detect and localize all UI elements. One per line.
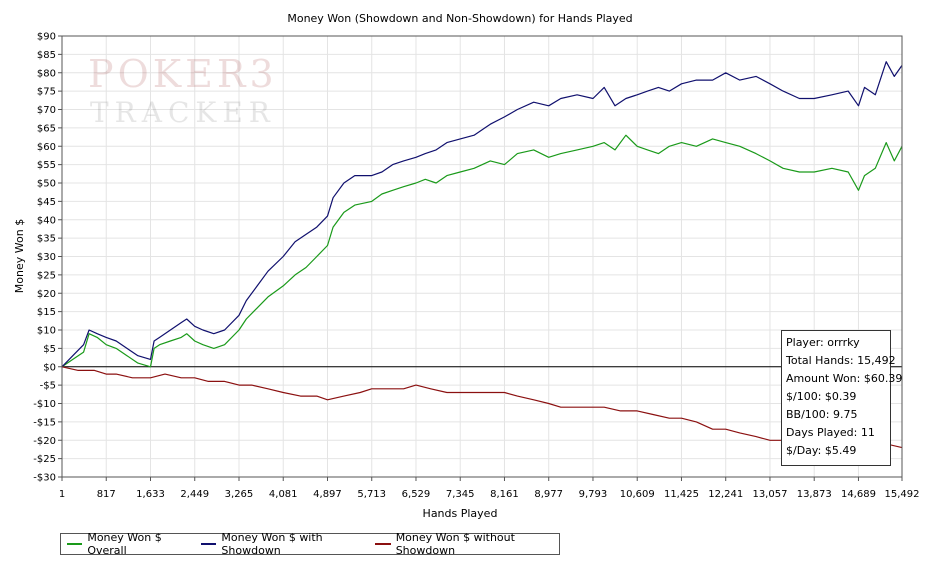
legend-swatch-showdown [201, 543, 217, 545]
y-tick-label: -$30 [33, 473, 56, 484]
watermark-line-1: POKER3 [88, 52, 278, 96]
x-tick-label: 2,449 [180, 489, 209, 500]
y-tick-label: $40 [37, 215, 56, 226]
x-tick-label: 1 [59, 489, 65, 500]
y-tick-label: -$15 [33, 417, 56, 428]
y-tick-label: $10 [37, 326, 56, 337]
x-tick-label: 15,492 [885, 489, 920, 500]
y-tick-label: $25 [37, 270, 56, 281]
x-tick-label: 8,977 [534, 489, 563, 500]
pokertracker-logo-watermark: POKER3 TRACKER [88, 52, 288, 132]
x-tick-label: 1,633 [136, 489, 165, 500]
legend-label-non-showdown: Money Won $ without Showdown [395, 531, 515, 557]
legend-item-overall: Money Won $ Overall [67, 531, 187, 557]
x-tick-label: 8,161 [490, 489, 519, 500]
x-tick-label: 3,265 [225, 489, 254, 500]
y-tick-label: $65 [37, 123, 56, 134]
x-tick-label: 817 [97, 489, 116, 500]
y-tick-label: $75 [37, 87, 56, 98]
series-group [61, 61, 903, 449]
legend-label-overall: Money Won $ Overall [87, 531, 162, 557]
grid [61, 35, 903, 478]
series-line-showdown [61, 61, 903, 368]
stat-player: Player: orrrky [786, 336, 860, 349]
y-tick-label: -$20 [33, 436, 56, 447]
y-tick-label: $35 [37, 234, 56, 245]
x-axis-ticks: 1 817 1,633 2,449 3,265 4,081 4,897 5,713 6,529 7… [59, 477, 920, 500]
y-tick-label: $45 [37, 197, 56, 208]
stat-bb-per-100: BB/100: 9.75 [786, 408, 858, 421]
legend-label-showdown: Money Won $ with Showdown [221, 531, 323, 557]
legend-item-non-showdown: Money Won $ without Showdown [375, 531, 551, 557]
player-stats-box: Player: orrrky Total Hands: 15,492 Amoun… [781, 330, 903, 466]
x-tick-label: 10,609 [620, 489, 655, 500]
x-tick-label: 11,425 [664, 489, 699, 500]
y-tick-label: -$25 [33, 454, 56, 465]
y-tick-label: $0 [43, 362, 56, 373]
y-tick-label: -$5 [40, 381, 56, 392]
x-tick-label: 5,713 [357, 489, 386, 500]
y-tick-label: -$10 [33, 399, 56, 410]
stat-total-hands: Total Hands: 15,492 [786, 354, 896, 367]
legend-swatch-non-showdown [375, 543, 391, 545]
y-tick-label: $80 [37, 68, 56, 79]
x-tick-label: 6,529 [402, 489, 431, 500]
legend-item-showdown: Money Won $ with Showdown [201, 531, 361, 557]
watermark-line-2: TRACKER [90, 96, 276, 129]
x-tick-label: 4,897 [313, 489, 342, 500]
y-tick-label: $60 [37, 142, 56, 153]
chart-title: Money Won (Showdown and Non-Showdown) fo… [287, 12, 632, 25]
legend-swatch-overall [67, 543, 83, 545]
y-tick-label: $85 [37, 50, 56, 61]
y-axis-label: Money Won $ [13, 219, 26, 293]
y-tick-label: $70 [37, 105, 56, 116]
legend: Money Won $ Overall Money Won $ with Sho… [60, 531, 560, 557]
y-tick-label: $50 [37, 179, 56, 190]
y-tick-label: $90 [37, 32, 56, 43]
stat-days-played: Days Played: 11 [786, 426, 875, 439]
y-tick-label: $20 [37, 289, 56, 300]
x-tick-label: 7,345 [446, 489, 475, 500]
x-tick-label: 14,689 [841, 489, 876, 500]
y-tick-label: $15 [37, 307, 56, 318]
x-tick-label: 13,873 [797, 489, 832, 500]
x-tick-label: 12,241 [708, 489, 743, 500]
y-tick-label: $5 [43, 344, 56, 355]
x-axis-label: Hands Played [423, 507, 498, 520]
y-axis-ticks: -$30 -$25 -$20 -$15 -$10 -$5 $0 $5 $10 $15 $20 $25 $… [33, 32, 62, 484]
y-tick-label: $30 [37, 252, 56, 263]
y-tick-label: $55 [37, 160, 56, 171]
x-tick-label: 4,081 [269, 489, 298, 500]
stat-per-100: $/100: $0.39 [786, 390, 857, 403]
series-line-non-showdown [61, 366, 903, 449]
stat-per-day: $/Day: $5.49 [786, 444, 857, 457]
x-tick-label: 9,793 [579, 489, 608, 500]
stat-amount-won: Amount Won: $60.39 [786, 372, 903, 385]
series-line-overall [61, 134, 903, 368]
x-tick-label: 13,057 [752, 489, 787, 500]
